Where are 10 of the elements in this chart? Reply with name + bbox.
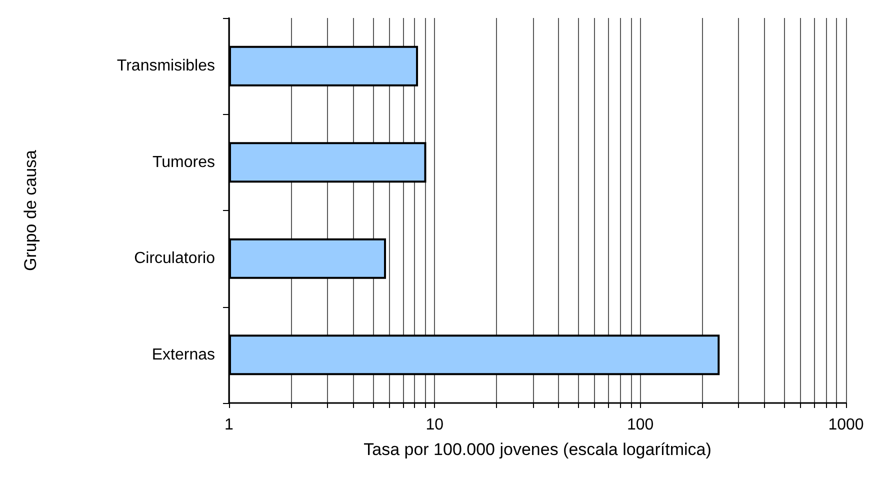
x-tick-label: 1000	[828, 416, 864, 434]
x-tick-label: 1	[224, 416, 234, 434]
y-tick-label: Transmisibles	[116, 58, 215, 75]
x-tick-label: 100	[626, 416, 654, 434]
y-tick-label: Circulatorio	[134, 250, 216, 268]
x-axis-title: Tasa por 100.000 jovenes (escala logarítmica)	[364, 440, 712, 459]
x-tick-label: 10	[426, 416, 444, 434]
y-tick-label: Tumores	[152, 154, 215, 171]
y-tick-label: Externas	[152, 346, 215, 364]
y-axis-title: Grupo de causa	[21, 149, 40, 271]
